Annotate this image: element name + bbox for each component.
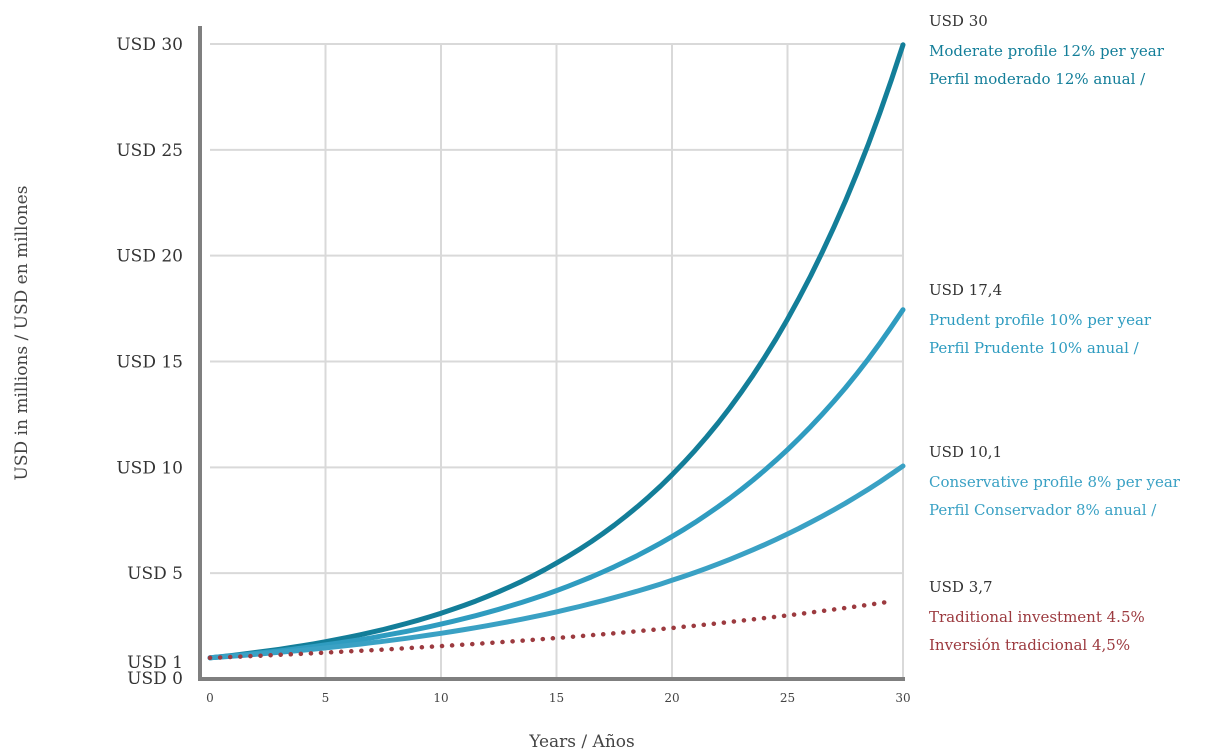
annotation-value: USD 17,4 [929,281,1002,299]
x-tick-label: 30 [895,691,910,705]
series-line-moderate [207,42,906,661]
series-lines [207,42,906,661]
x-tick-label: 25 [780,691,795,705]
y-axis-title: USD in millions / USD en millones [12,186,32,481]
annotation-label-en: Moderate profile 12% per year [929,42,1165,60]
annotation-label-es: Perfil Prudente 10% anual / [929,339,1140,357]
annotation-value: USD 3,7 [929,578,993,596]
x-tick-label: 20 [664,691,679,705]
y-tick-label: USD 10 [116,458,183,478]
annotation-label-en: Conservative profile 8% per year [929,473,1181,491]
annotation-traditional: USD 3,7 Traditional investment 4.5% Invers… [929,578,1145,654]
y-tick-label: USD 1 [127,653,183,673]
x-tick-label: 5 [322,691,330,705]
y-tick-label: USD 25 [116,141,183,161]
annotation-value: USD 10,1 [929,443,1002,461]
annotation-label-en: Prudent profile 10% per year [929,311,1152,329]
x-tick-label: 0 [206,691,214,705]
series-annotations: USD 30 Moderate profile 12% per year Perfi… [929,12,1181,654]
annotation-label-en: Traditional investment 4.5% [929,608,1145,626]
y-tick-label: USD 0 [127,669,183,689]
y-tick-label: USD 15 [116,353,183,373]
annotation-label-es: Inversión tradicional 4,5% [929,636,1130,654]
y-tick-label: USD 5 [127,564,183,584]
series-line-prudent [207,307,906,661]
x-tick-label: 15 [549,691,564,705]
annotation-conservative: USD 10,1 Conservative profile 8% per year… [929,443,1181,519]
y-tick-label: USD 20 [116,247,183,267]
annotation-prudent: USD 17,4 Prudent profile 10% per year Perf… [929,281,1152,357]
grid [210,43,904,679]
axes [198,26,905,681]
x-tick-label: 10 [433,691,448,705]
series-line-traditional [207,599,894,661]
annotation-label-es: Perfil moderado 12% anual / [929,70,1146,88]
x-axis-title: Years / Años [528,732,635,752]
annotation-value: USD 30 [929,12,988,30]
series-line-conservative [207,463,906,661]
annotation-label-es: Perfil Conservador 8% anual / [929,501,1157,519]
annotation-moderate: USD 30 Moderate profile 12% per year Perfi… [929,12,1165,88]
y-tick-label: USD 30 [116,35,183,55]
